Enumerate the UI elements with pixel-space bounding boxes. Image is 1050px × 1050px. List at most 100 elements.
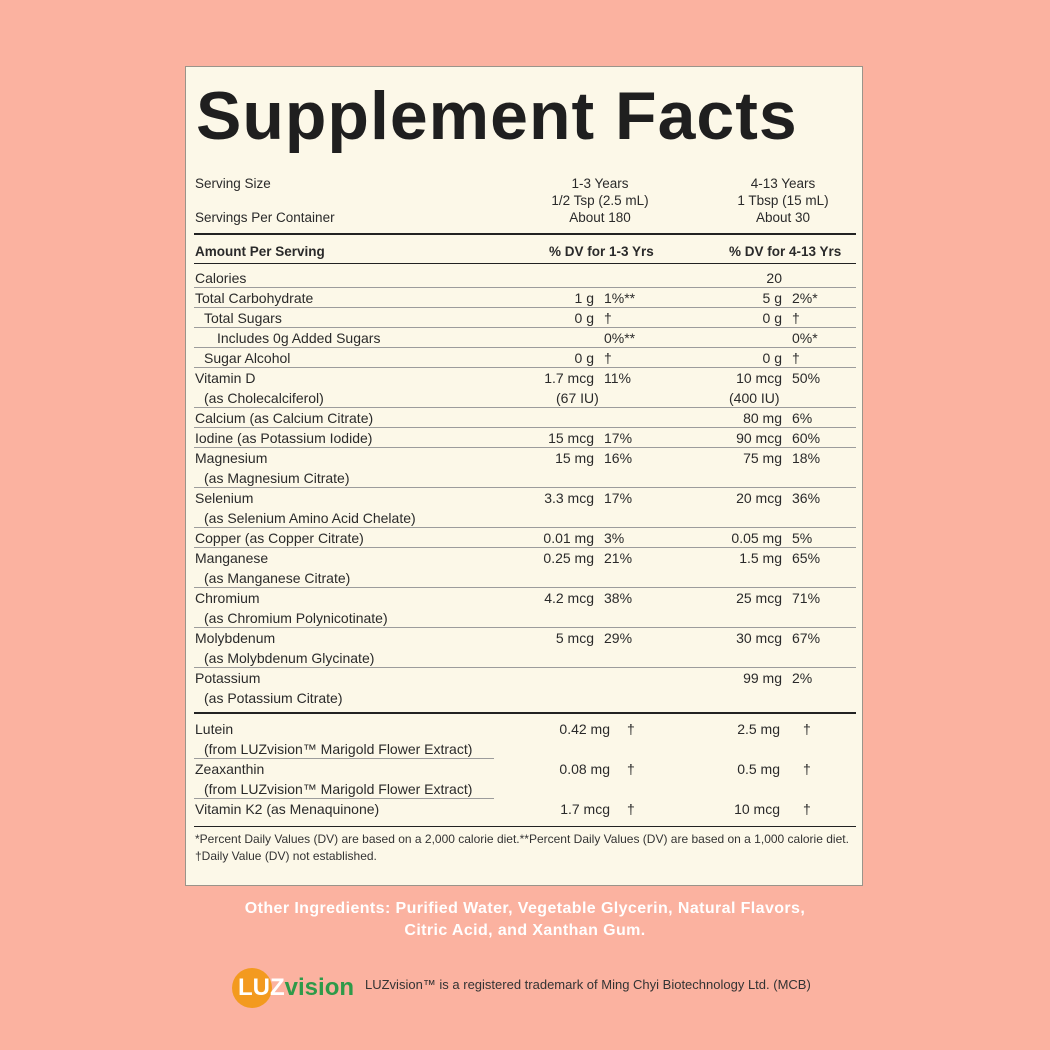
amount-4-13: 75 mg — [743, 450, 782, 466]
serving-col2-age: 4-13 Years — [750, 176, 816, 191]
luzvision-logo: LUZvision — [232, 966, 362, 1010]
sun-icon — [232, 968, 272, 1008]
table-row: Selenium (as Selenium Amino Acid Chelate)… — [194, 488, 856, 528]
serving-col1-size: 1/2 Tsp (2.5 mL) — [551, 193, 649, 208]
nutrient-name: Total Carbohydrate — [195, 290, 314, 306]
table-row: Molybdenum (as Molybdenum Glycinate) 5 mcg… — [194, 628, 856, 668]
amount-4-13: 0.5 mg — [737, 761, 780, 777]
row-divider — [194, 627, 856, 628]
dv-4-13: † — [803, 801, 811, 817]
amount-1-3: 0.25 mg — [543, 550, 594, 566]
table-row: Zeaxanthin (from LUZvision™ Marigold Flow… — [194, 759, 856, 799]
serving-col2-size: 1 Tbsp (15 mL) — [737, 193, 829, 208]
table-row: Calcium (as Calcium Citrate) 80 mg 6% — [194, 408, 856, 428]
dv-4-13: 65% — [792, 550, 821, 566]
amount-1-3: 0 g — [574, 310, 594, 326]
dv-1-3: 3% — [604, 530, 625, 546]
dv-1-3: † — [627, 721, 635, 737]
dv-4-13: 36% — [792, 490, 821, 506]
dv-1-3: 16% — [604, 450, 633, 466]
servings-per-container-label: Servings Per Container — [195, 210, 335, 225]
table-row: Total Sugars 0 g † 0 g † — [194, 308, 856, 328]
row-divider — [194, 287, 856, 288]
other-ingredients-line-2: Citric Acid, and Xanthan Gum. — [404, 922, 646, 939]
amount-4-13: 10 mcg — [736, 370, 782, 386]
table-row: Vitamin K2 (as Menaquinone) 1.7 mcg † 10 mc… — [194, 799, 856, 819]
footnote-dagger: †Daily Value (DV) not established. — [195, 849, 377, 863]
other-ingredients-line-1: Other Ingredients: Purified Water, Veget… — [244, 900, 806, 917]
nutrient-name: Calcium (as Calcium Citrate) — [195, 410, 374, 426]
amount-4-13: 10 mcg — [734, 801, 780, 817]
amount-1-3: 0.01 mg — [543, 530, 594, 546]
dv-1-3: 17% — [604, 430, 633, 446]
serving-col2-servings: About 30 — [755, 210, 811, 225]
header-rule — [194, 263, 856, 264]
row-divider — [194, 427, 856, 428]
amount-4-13: 25 mcg — [736, 590, 782, 606]
dv-4-13: 60% — [792, 430, 821, 446]
nutrient-source: (as Manganese Citrate) — [204, 570, 351, 586]
nutrient-source: (as Selenium Amino Acid Chelate) — [204, 510, 416, 526]
amount-4-13: 99 mg — [743, 670, 782, 686]
nutrient-name: Molybdenum — [195, 630, 276, 646]
dv-1-3: 17% — [604, 490, 633, 506]
amount-1-3: 4.2 mcg — [544, 590, 594, 606]
nutrient-name: Manganese — [195, 550, 269, 566]
amount-4-13-iu: (400 IU) — [729, 390, 780, 406]
nutrient-name: Chromium — [195, 590, 260, 606]
dv-1-3: † — [627, 801, 635, 817]
table-row: Total Carbohydrate 1 g 1%** 5 g 2%* — [194, 288, 856, 308]
dv-1-3: † — [627, 761, 635, 777]
nutrient-name: Selenium — [195, 490, 254, 506]
nutrient-name: Total Sugars — [204, 310, 282, 326]
dv-4-13: 2% — [792, 670, 813, 686]
dv-4-13: † — [803, 721, 811, 737]
amount-1-3-iu: (67 IU) — [556, 390, 599, 406]
amount-per-serving-header: Amount Per Serving — [195, 244, 325, 259]
dv-1-3: 11% — [604, 370, 631, 386]
row-divider — [194, 667, 856, 668]
table-row: Sugar Alcohol 0 g † 0 g † — [194, 348, 856, 368]
row-divider — [194, 587, 856, 588]
amount-4-13: 90 mcg — [736, 430, 782, 446]
nutrient-name: Sugar Alcohol — [204, 350, 291, 366]
row-divider — [194, 798, 494, 799]
dv-1-3: 21% — [604, 550, 633, 566]
thick-rule — [194, 233, 856, 235]
amount-4-13: 20 mcg — [736, 490, 782, 506]
dv-4-13: 71% — [792, 590, 821, 606]
supplement-facts-panel: Supplement Facts Serving Size Servings P… — [185, 66, 863, 886]
table-row: Copper (as Copper Citrate) 0.01 mg 3% 0.05 … — [194, 528, 856, 548]
nutrient-name: Magnesium — [195, 450, 268, 466]
dv-4-13: † — [792, 350, 800, 366]
row-divider — [194, 447, 856, 448]
row-divider — [194, 407, 856, 408]
dv-header-1-3: % DV for 1-3 Yrs — [549, 244, 654, 259]
panel-title: Supplement Facts — [196, 78, 798, 154]
dv-4-13: 67% — [792, 630, 821, 646]
amount-1-3: 0.42 mg — [559, 721, 610, 737]
table-row: Vitamin D (as Cholecalciferol) 1.7 mcg (67 … — [194, 368, 856, 408]
amount-4-13: 0 g — [762, 310, 782, 326]
nutrient-source: (as Potassium Citrate) — [204, 690, 343, 706]
dv-4-13: † — [803, 761, 811, 777]
dv-1-3: 1%** — [604, 290, 636, 306]
nutrient-name: Zeaxanthin — [195, 761, 265, 777]
nutrient-name: Includes 0g Added Sugars — [217, 330, 381, 346]
nutrient-name: Copper (as Copper Citrate) — [195, 530, 364, 546]
dv-1-3: 29% — [604, 630, 633, 646]
footnote-rule — [194, 826, 856, 827]
amount-1-3: 3.3 mcg — [544, 490, 594, 506]
nutrient-source: (from LUZvision™ Marigold Flower Extract… — [204, 781, 473, 797]
dv-1-3: † — [604, 310, 612, 326]
dv-4-13: 5% — [792, 530, 813, 546]
amount-4-13: 80 mg — [743, 410, 782, 426]
table-row: Iodine (as Potassium Iodide) 15 mcg 17% 90 … — [194, 428, 856, 448]
nutrient-name: Lutein — [195, 721, 234, 737]
dv-4-13: 6% — [792, 410, 813, 426]
row-divider — [194, 527, 856, 528]
nutrient-name: Vitamin D — [195, 370, 256, 386]
amount-1-3: 15 mcg — [548, 430, 594, 446]
nutrient-name: Calories — [195, 270, 247, 286]
amount-4-13: 30 mcg — [736, 630, 782, 646]
